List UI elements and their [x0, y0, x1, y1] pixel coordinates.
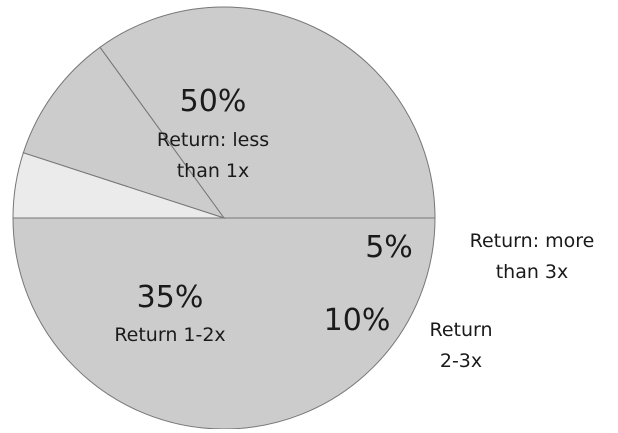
slice-category-label-line: than 1x — [177, 160, 250, 182]
slice-category-label-line: Return: more — [470, 230, 595, 252]
pie-slice-2 — [99, 6, 436, 219]
slice-percent-label-3: 10% — [324, 303, 391, 338]
pie-slices — [12, 6, 436, 430]
pie-labels: 50% 35% 10% 5% Return: less than 1x Return 1-2… — [114, 84, 594, 372]
slice-category-label-2: Return 1-2x — [114, 324, 225, 346]
slice-category-label-line: Return: less — [157, 129, 269, 151]
slice-category-label-line: 2-3x — [440, 350, 482, 372]
slice-percent-label-4: 5% — [365, 230, 413, 265]
slice-percent-label-1: 50% — [180, 84, 247, 119]
slice-percent-label-2: 35% — [137, 280, 204, 315]
slice-category-label-line: than 3x — [496, 261, 569, 283]
slice-category-label-1: Return: less than 1x — [157, 129, 269, 182]
slice-category-label-3: Return 2-3x — [429, 319, 492, 372]
slice-category-label-line: Return — [429, 319, 492, 341]
pie-slice-3 — [22, 46, 226, 219]
slice-category-label-line: Return 1-2x — [114, 324, 225, 346]
slice-category-label-4: Return: more than 3x — [470, 230, 595, 283]
pie-slice-4 — [12, 152, 225, 219]
